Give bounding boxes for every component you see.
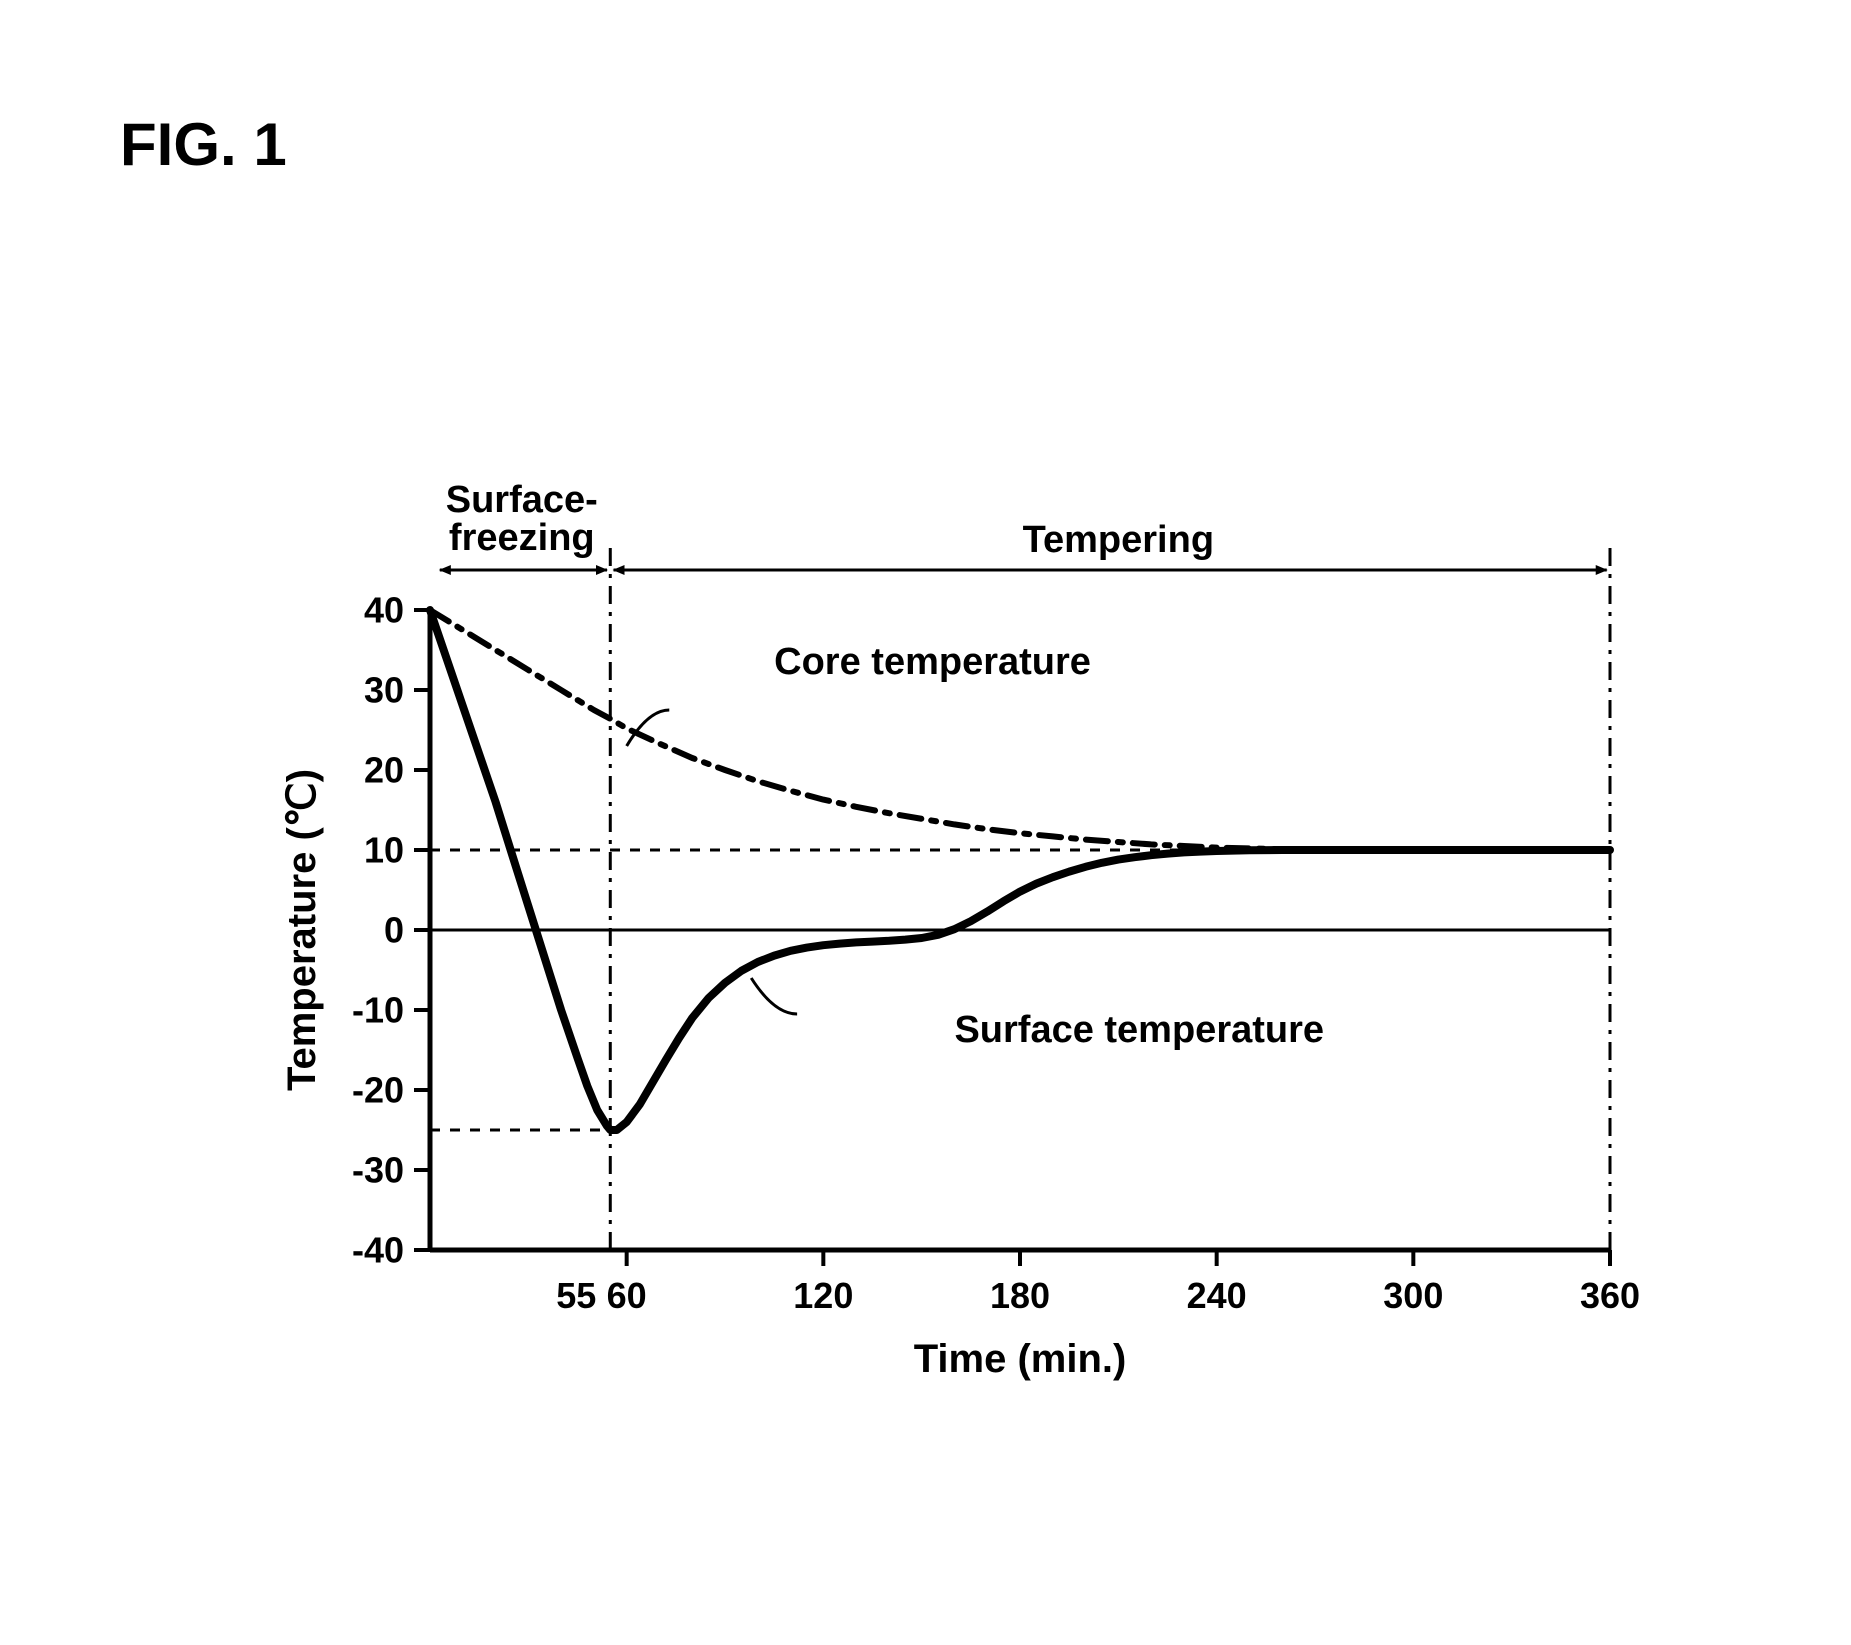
y-axis-label: Temperature (℃) [280, 769, 324, 1091]
temperature-time-chart: Core temperature Surface temperature -40 -3… [280, 430, 1680, 1470]
x-tick-label-55: 55 [556, 1275, 596, 1316]
x-tick-label: 60 [607, 1275, 647, 1316]
y-tick-label: -20 [352, 1070, 404, 1111]
y-tick-label: 40 [364, 590, 404, 631]
y-tick-label: -40 [352, 1230, 404, 1271]
x-tick-label: 180 [990, 1275, 1050, 1316]
figure-title: FIG. 1 [120, 110, 287, 179]
phase-label-surface-freezing: freezing [449, 517, 595, 559]
phase-label-tempering: Tempering [1023, 519, 1214, 561]
x-axis-label: Time (min.) [914, 1337, 1127, 1381]
y-tick-label: 20 [364, 750, 404, 791]
surface-temperature-label: Surface temperature [954, 1009, 1324, 1051]
y-tick-label: 30 [364, 670, 404, 711]
y-tick-label: 10 [364, 830, 404, 871]
y-tick-label: -10 [352, 990, 404, 1031]
x-tick-label: 240 [1187, 1275, 1247, 1316]
y-tick-label: 0 [384, 910, 404, 951]
x-tick-label: 300 [1383, 1275, 1443, 1316]
x-tick-label: 360 [1580, 1275, 1640, 1316]
chart-svg: Core temperature Surface temperature -40 -3… [280, 430, 1680, 1470]
x-tick-label: 120 [793, 1275, 853, 1316]
phase-label-surface-freezing: Surface- [446, 479, 598, 521]
y-tick-label: -30 [352, 1150, 404, 1191]
core-temperature-label: Core temperature [774, 641, 1091, 683]
